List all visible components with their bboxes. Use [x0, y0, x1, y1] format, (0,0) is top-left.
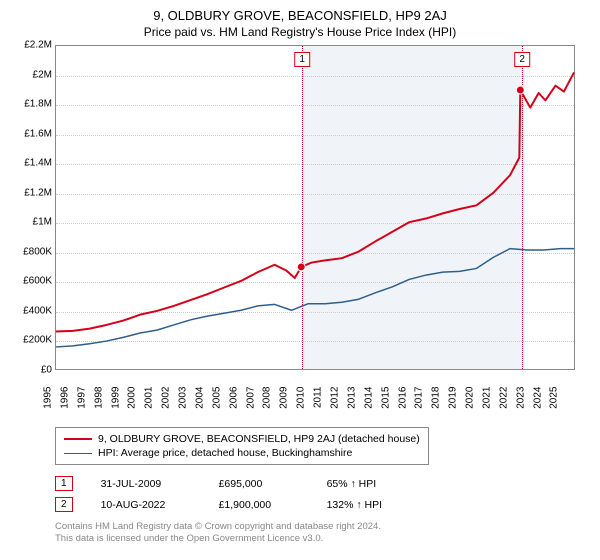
y-tick-label: £0 — [10, 365, 52, 376]
sale-date: 10-AUG-2022 — [101, 499, 191, 511]
y-tick-label: £600K — [10, 276, 52, 287]
x-tick-label: 2025 — [549, 387, 574, 417]
sale-marker-dot — [516, 86, 524, 94]
plot-region: 12 — [55, 45, 575, 370]
sale-row: 2 10-AUG-2022 £1,900,000 132% ↑ HPI — [55, 494, 590, 515]
y-tick-label: £1.2M — [10, 187, 52, 198]
series-price_paid — [56, 72, 574, 331]
legend-label: HPI: Average price, detached house, Buck… — [98, 447, 352, 459]
line-svg — [56, 46, 574, 369]
legend-item: HPI: Average price, detached house, Buck… — [64, 446, 420, 460]
footer-line-1: Contains HM Land Registry data © Crown c… — [55, 521, 590, 533]
sale-price: £695,000 — [219, 478, 299, 490]
chart-title: 9, OLDBURY GROVE, BEACONSFIELD, HP9 2AJ — [10, 8, 590, 23]
sales-list: 1 31-JUL-2009 £695,000 65% ↑ HPI 2 10-AUG-202… — [55, 473, 590, 515]
y-tick-label: £1.6M — [10, 128, 52, 139]
y-tick-label: £2M — [10, 69, 52, 80]
sale-marker-badge: 2 — [514, 52, 530, 67]
legend-item: 9, OLDBURY GROVE, BEACONSFIELD, HP9 2AJ … — [64, 432, 420, 446]
y-tick-label: £1.8M — [10, 99, 52, 110]
y-tick-label: £2.2M — [10, 40, 52, 51]
legend-box: 9, OLDBURY GROVE, BEACONSFIELD, HP9 2AJ … — [55, 427, 429, 465]
chart-container: 9, OLDBURY GROVE, BEACONSFIELD, HP9 2AJ … — [0, 0, 600, 560]
legend-label: 9, OLDBURY GROVE, BEACONSFIELD, HP9 2AJ … — [98, 433, 420, 445]
sale-marker-badge: 1 — [294, 52, 310, 67]
legend-swatch — [64, 438, 92, 440]
sale-price: £1,900,000 — [219, 499, 299, 511]
chart-subtitle: Price paid vs. HM Land Registry's House … — [10, 25, 590, 39]
sale-row: 1 31-JUL-2009 £695,000 65% ↑ HPI — [55, 473, 590, 494]
y-tick-label: £400K — [10, 305, 52, 316]
y-tick-label: £1M — [10, 217, 52, 228]
legend-swatch — [64, 453, 92, 454]
y-tick-label: £800K — [10, 246, 52, 257]
footer-line-2: This data is licensed under the Open Gov… — [55, 533, 590, 545]
sale-badge: 1 — [55, 476, 73, 491]
series-hpi — [56, 249, 574, 347]
sale-date: 31-JUL-2009 — [101, 478, 191, 490]
y-tick-label: £1.4M — [10, 158, 52, 169]
footer-note: Contains HM Land Registry data © Crown c… — [55, 521, 590, 545]
sale-marker-dot — [297, 263, 305, 271]
chart-area: 12 £0£200K£400K£600K£800K£1M£1.2M£1.4M£1… — [10, 45, 580, 395]
sale-hpi: 65% ↑ HPI — [327, 478, 417, 490]
sale-badge: 2 — [55, 497, 73, 512]
y-tick-label: £200K — [10, 335, 52, 346]
sale-hpi: 132% ↑ HPI — [327, 499, 417, 511]
